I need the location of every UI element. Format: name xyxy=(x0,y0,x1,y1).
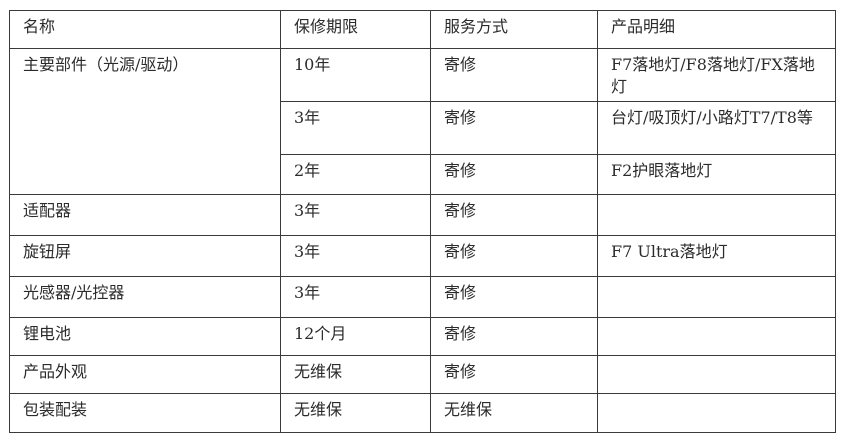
cell-product-detail xyxy=(597,355,836,394)
header-name: 名称 xyxy=(9,10,281,49)
cell-warranty-period: 3年 xyxy=(280,194,431,236)
cell-warranty-period: 3年 xyxy=(280,235,431,277)
cell-service-method: 寄修 xyxy=(430,154,598,195)
cell-service-method: 寄修 xyxy=(430,101,598,155)
cell-warranty-period: 3年 xyxy=(280,276,431,318)
cell-name: 旋钮屏 xyxy=(9,235,281,277)
cell-service-method: 寄修 xyxy=(430,355,598,394)
cell-product-detail: F7落地灯/F8落地灯/FX落地灯 xyxy=(597,48,836,102)
cell-service-method: 寄修 xyxy=(430,276,598,318)
table-row: 适配器 3年 寄修 xyxy=(9,194,836,236)
cell-warranty-period: 2年 xyxy=(280,154,431,195)
cell-name: 适配器 xyxy=(9,194,281,236)
cell-service-method: 寄修 xyxy=(430,194,598,236)
table-row: 3年 寄修 台灯/吸顶灯/小路灯T7/T8等 xyxy=(10,101,836,155)
cell-product-detail: 台灯/吸顶灯/小路灯T7/T8等 xyxy=(597,101,836,155)
cell-name: 产品外观 xyxy=(9,355,281,394)
cell-warranty-period: 无维保 xyxy=(280,355,431,394)
table-header-row: 名称 保修期限 服务方式 产品明细 xyxy=(9,10,836,49)
cell-name: 光感器/光控器 xyxy=(9,276,281,318)
table-row: 产品外观 无维保 寄修 xyxy=(9,355,836,394)
cell-product-detail xyxy=(597,276,836,318)
table-row: 光感器/光控器 3年 寄修 xyxy=(9,276,836,318)
cell-name-main-components: 主要部件（光源/驱动） xyxy=(9,48,281,195)
cell-service-method: 寄修 xyxy=(430,317,598,356)
table-row: 旋钮屏 3年 寄修 F7 Ultra落地灯 xyxy=(9,235,836,277)
cell-product-detail: F7 Ultra落地灯 xyxy=(597,235,836,277)
cell-service-method: 寄修 xyxy=(430,48,598,102)
cell-product-detail: F2护眼落地灯 xyxy=(597,154,836,195)
table-row: 锂电池 12个月 寄修 xyxy=(9,317,836,356)
cell-warranty-period: 12个月 xyxy=(280,317,431,356)
cell-product-detail xyxy=(597,393,836,433)
table-row: 2年 寄修 F2护眼落地灯 xyxy=(10,154,836,195)
header-product-detail: 产品明细 xyxy=(597,10,836,49)
warranty-table: 名称 保修期限 服务方式 产品明细 主要部件（光源/驱动） 10年 寄修 F7落… xyxy=(9,10,836,433)
cell-service-method: 无维保 xyxy=(430,393,598,433)
cell-warranty-period: 无维保 xyxy=(280,393,431,433)
cell-product-detail xyxy=(597,317,836,356)
table-row: 主要部件（光源/驱动） 10年 寄修 F7落地灯/F8落地灯/FX落地灯 xyxy=(9,48,836,195)
cell-name: 锂电池 xyxy=(9,317,281,356)
header-warranty-period: 保修期限 xyxy=(280,10,431,49)
header-service-method: 服务方式 xyxy=(430,10,598,49)
cell-product-detail xyxy=(597,194,836,236)
cell-warranty-period: 3年 xyxy=(280,101,431,155)
table-row: 包装配装 无维保 无维保 xyxy=(9,393,836,433)
cell-warranty-period: 10年 xyxy=(280,48,431,102)
cell-service-method: 寄修 xyxy=(430,235,598,277)
cell-name: 包装配装 xyxy=(9,393,281,433)
